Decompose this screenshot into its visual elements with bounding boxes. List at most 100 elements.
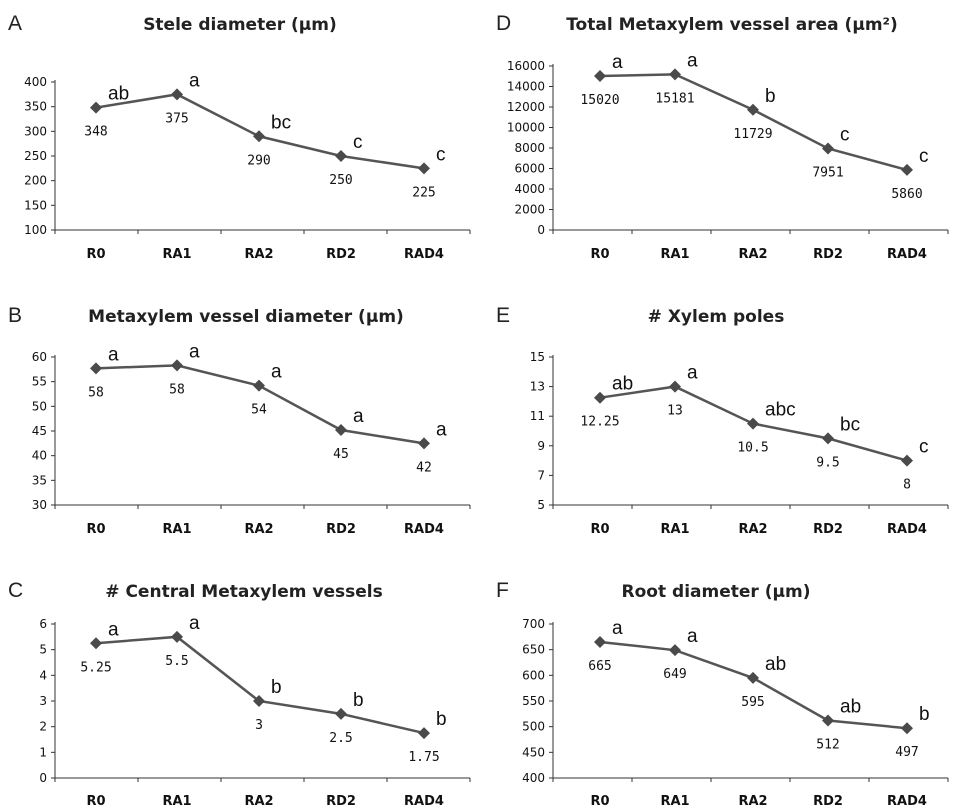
- data-value-label: 290: [247, 153, 270, 168]
- significance-letter: a: [687, 50, 698, 71]
- data-point-marker: [90, 101, 102, 114]
- data-point-marker: [901, 163, 913, 176]
- data-point-marker: [822, 142, 834, 155]
- data-point-marker: [171, 359, 183, 372]
- data-value-label: 649: [663, 667, 686, 682]
- data-value-label: 9.5: [816, 455, 839, 470]
- significance-letter: a: [687, 363, 698, 384]
- data-point-marker: [418, 727, 430, 740]
- significance-letter: ab: [840, 697, 861, 718]
- data-value-label: 2.5: [329, 731, 352, 746]
- y-tick-label: 500: [522, 720, 545, 734]
- chart-panel-f: F Root diameter (µm) 400 450 500 550 600 650 700…: [496, 579, 949, 809]
- y-tick-label: 550: [522, 694, 545, 708]
- panel-letter: C: [8, 579, 23, 602]
- data-value-label: 5.25: [80, 660, 111, 675]
- data-value-label: 11729: [733, 127, 772, 142]
- y-tick-label: 5: [537, 498, 545, 512]
- data-value-label: 5.5: [165, 654, 188, 669]
- significance-letter: a: [189, 613, 200, 634]
- y-tick-label: 35: [32, 473, 47, 487]
- data-point-marker: [747, 671, 759, 684]
- significance-letter: ab: [765, 654, 786, 675]
- x-tick-label: R0: [590, 794, 609, 809]
- x-tick-label: RA2: [244, 247, 273, 262]
- y-tick-label: 150: [24, 198, 47, 212]
- y-tick-label: 300: [24, 124, 47, 138]
- data-value-label: 10.5: [737, 441, 768, 456]
- x-tick-label: RA2: [244, 522, 273, 537]
- data-value-label: 512: [816, 738, 839, 753]
- data-point-marker: [335, 707, 347, 720]
- y-tick-label: 0: [537, 223, 545, 237]
- x-tick-label: RAD4: [887, 522, 927, 537]
- y-tick-label: 12000: [507, 100, 545, 114]
- y-tick-label: 13: [530, 380, 545, 394]
- data-point-marker: [822, 714, 834, 727]
- significance-letter: b: [436, 709, 447, 730]
- y-tick-label: 40: [32, 449, 47, 463]
- y-tick-label: 8000: [514, 141, 545, 155]
- chart-panel-e: E # Xylem poles 5 7 9 11 13 15 R0 RA1 RA2 RD2 RAD4 12…: [496, 304, 949, 537]
- panel-letter: A: [8, 12, 22, 35]
- significance-letter: ab: [612, 374, 633, 395]
- data-value-label: 54: [251, 403, 267, 418]
- data-point-marker: [335, 150, 347, 162]
- data-point-marker: [594, 70, 606, 83]
- data-point-marker: [253, 695, 265, 707]
- y-tick-label: 350: [24, 100, 47, 114]
- y-tick-label: 6000: [514, 162, 545, 176]
- data-value-label: 497: [895, 745, 918, 760]
- x-tick-label: RA1: [162, 522, 191, 537]
- data-point-marker: [669, 644, 681, 657]
- y-tick-label: 10000: [507, 121, 545, 135]
- x-tick-label: RAD4: [404, 247, 444, 262]
- x-tick-label: RA1: [162, 794, 191, 809]
- significance-letter: a: [687, 626, 698, 647]
- y-tick-label: 7: [537, 468, 545, 482]
- chart-panel-c: C # Central Metaxylem vessels 0 1 2 3 4 5 6 R0 RA1…: [8, 579, 471, 809]
- data-value-label: 665: [588, 659, 611, 674]
- x-tick-label: RA1: [660, 247, 689, 262]
- data-value-label: 1.75: [408, 750, 439, 765]
- data-value-label: 42: [416, 460, 432, 475]
- data-point-marker: [747, 417, 759, 430]
- x-tick-label: RA2: [244, 794, 273, 809]
- panel-letter: D: [496, 12, 511, 35]
- y-tick-label: 5: [39, 643, 47, 657]
- y-tick-label: 2000: [514, 203, 545, 217]
- significance-letter: bc: [840, 414, 860, 435]
- data-point-marker: [171, 630, 183, 643]
- data-point-marker: [90, 362, 102, 375]
- data-point-marker: [418, 162, 430, 175]
- y-tick-label: 250: [24, 149, 47, 163]
- data-value-label: 13: [667, 404, 683, 419]
- x-tick-label: RD2: [813, 522, 843, 537]
- significance-letter: a: [189, 341, 200, 362]
- significance-letter: b: [765, 86, 776, 107]
- significance-letter: a: [436, 419, 447, 440]
- significance-letter: c: [919, 146, 929, 167]
- data-value-label: 12.25: [580, 415, 619, 430]
- data-point-marker: [335, 424, 347, 437]
- data-value-label: 58: [88, 385, 104, 400]
- chart-title: # Xylem poles: [648, 307, 785, 327]
- x-tick-label: RD2: [813, 247, 843, 262]
- y-tick-label: 30: [32, 498, 47, 512]
- y-tick-label: 6: [39, 617, 47, 631]
- data-point-marker: [253, 130, 265, 143]
- panel-letter: B: [8, 304, 22, 327]
- data-point-marker: [669, 380, 681, 393]
- x-tick-label: R0: [86, 794, 105, 809]
- significance-letter: a: [108, 619, 119, 640]
- data-value-label: 15020: [580, 93, 619, 108]
- x-tick-label: RA2: [738, 247, 767, 262]
- y-tick-label: 650: [522, 643, 545, 657]
- panel-letter: F: [496, 579, 509, 602]
- x-tick-label: RA2: [738, 794, 767, 809]
- y-tick-label: 55: [32, 375, 47, 389]
- x-tick-label: RD2: [813, 794, 843, 809]
- chart-panel-d: D Total Metaxylem vessel area (µm²) 0 2000 4…: [496, 12, 949, 262]
- data-value-label: 8: [903, 478, 911, 493]
